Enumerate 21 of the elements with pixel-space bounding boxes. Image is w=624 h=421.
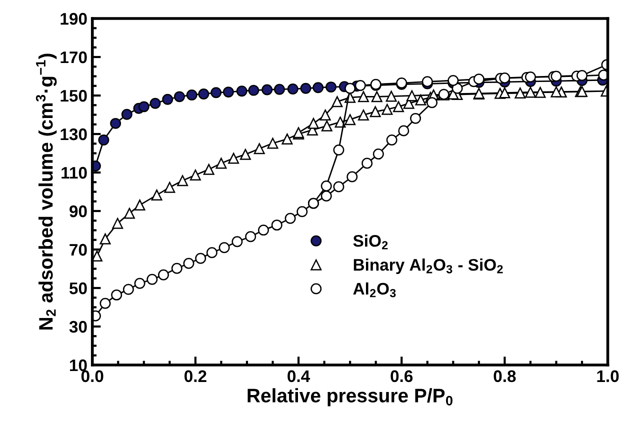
y-tick-label: 10	[70, 359, 87, 372]
x-tick-label: 0.0	[81, 370, 104, 382]
x-tick-label: 1.0	[597, 370, 619, 382]
y-tick-label: 70	[70, 244, 87, 256]
legend-label: Binary Al$_{2}$O$_{3}$ - SiO$_{2}$	[354, 258, 503, 274]
x-tick-label: 0.4	[288, 370, 310, 382]
legend-label: Al$_{2}$O$_{3}$	[353, 282, 396, 298]
y-tick-label: 90	[70, 205, 87, 218]
x-tick-label: 0.2	[184, 370, 206, 382]
x-tick-label: 0.6	[390, 370, 413, 382]
y-tick-label: 190	[60, 12, 87, 25]
y-tick-label: 30	[69, 320, 87, 333]
y-tick-label: 130	[60, 128, 87, 140]
y-tick-label: 110	[62, 166, 87, 179]
y-tick-label: 150	[60, 90, 87, 102]
x-axis-title: Relative pressure P/P$_{0}$	[248, 388, 452, 406]
y-tick-label: 50	[69, 282, 87, 294]
legend-label: SiO$_{2}$	[353, 234, 388, 250]
y-axis-title: N$_{2}$ adsorbed volume (cm$^{3}$·g$^{−1}$)	[36, 54, 57, 330]
y-tick-label: 170	[60, 51, 87, 64]
x-tick-label: 0.8	[494, 370, 516, 382]
